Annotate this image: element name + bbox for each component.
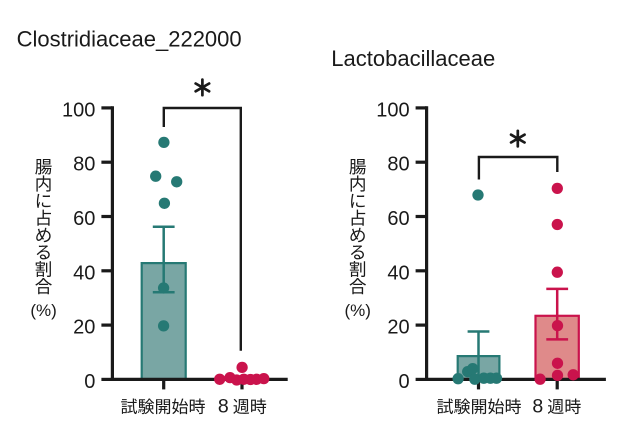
svg-text:(%): (%) (30, 301, 56, 320)
svg-text:40: 40 (387, 262, 409, 284)
svg-text:100: 100 (376, 99, 409, 121)
svg-text:0: 0 (84, 371, 95, 393)
svg-text:20: 20 (387, 317, 409, 339)
svg-text:Lactobacillaceae: Lactobacillaceae (331, 46, 495, 71)
svg-text:100: 100 (62, 99, 95, 121)
svg-text:8: 8 (218, 395, 229, 417)
svg-text:40: 40 (73, 262, 95, 284)
svg-text:60: 60 (387, 208, 409, 230)
svg-text:80: 80 (73, 154, 95, 176)
svg-text:80: 80 (387, 154, 409, 176)
svg-text:60: 60 (73, 208, 95, 230)
svg-text:Clostridiaceae_222000: Clostridiaceae_222000 (17, 27, 242, 52)
svg-text:20: 20 (73, 317, 95, 339)
svg-text:(%): (%) (344, 301, 370, 320)
svg-text:0: 0 (398, 371, 409, 393)
svg-text:8: 8 (532, 395, 543, 417)
